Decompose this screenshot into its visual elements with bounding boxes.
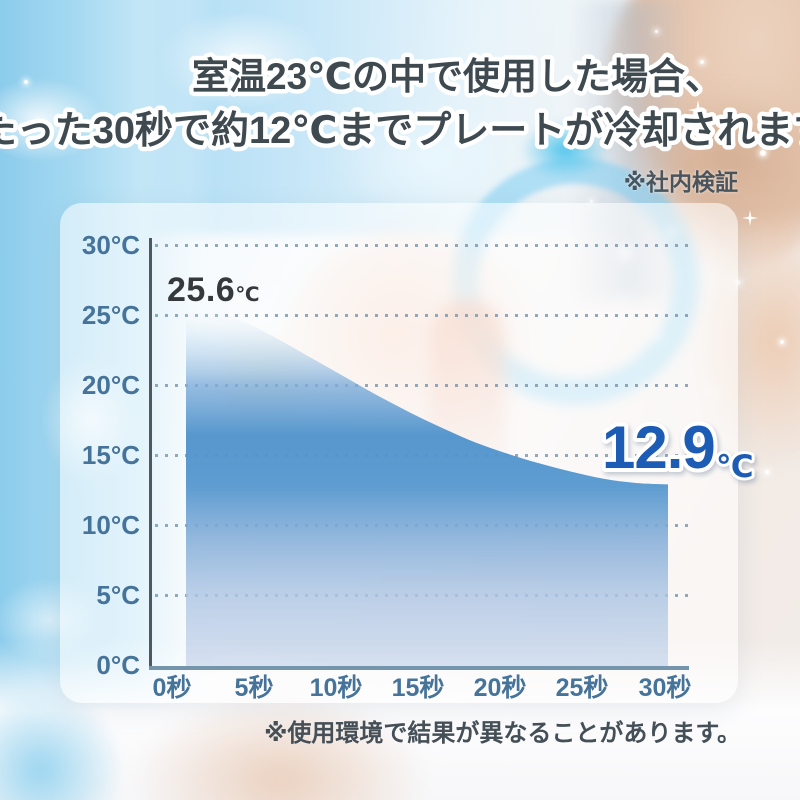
headline-line-1: 室温23℃の中で使用した場合、	[192, 55, 722, 97]
x-tick-5s: 5秒	[234, 674, 274, 702]
gridline-20c	[155, 384, 688, 387]
chart-panel	[60, 203, 738, 703]
x-tick-30s: 30秒	[638, 674, 692, 702]
disclaimer-note: ※使用環境で結果が異なることがあります。	[264, 720, 741, 747]
start-temperature-value: 25.6	[167, 271, 236, 309]
start-temperature-label: 25.6℃	[167, 271, 259, 310]
sparkle	[655, 30, 658, 33]
y-tick-30c: 30°C	[81, 230, 140, 260]
y-tick-20c: 20°C	[81, 370, 140, 400]
verification-note: ※社内検証	[623, 169, 738, 195]
y-tick-25c: 25°C	[81, 300, 140, 330]
gridline-30c	[155, 244, 688, 247]
gridline-10c	[155, 524, 688, 527]
sparkle	[24, 80, 28, 84]
cooling-device-highlight	[520, 120, 610, 180]
gridline-5c	[155, 594, 688, 597]
y-tick-10c: 10°C	[81, 510, 140, 540]
sparkle	[640, 120, 645, 125]
y-tick-0c: 0°C	[96, 650, 140, 680]
headline: 室温23℃の中で使用した場合、 たった30秒で約12℃までプレートが冷却されます	[0, 51, 800, 157]
gridline-15c	[155, 454, 688, 457]
start-temperature-unit: ℃	[235, 284, 260, 306]
x-axis-line	[149, 666, 689, 670]
x-tick-15s: 15秒	[391, 674, 445, 702]
sparkle	[590, 200, 593, 203]
x-tick-20s: 20秒	[473, 674, 527, 702]
y-tick-15c: 15°C	[81, 440, 140, 470]
headline-line-2: たった30秒で約12℃までプレートが冷却されます	[0, 110, 800, 152]
x-tick-25s: 25秒	[555, 674, 609, 702]
sparkle	[700, 60, 704, 64]
x-tick-0s: 0秒	[152, 674, 192, 702]
sparkle	[780, 340, 784, 344]
y-axis-line	[149, 238, 152, 669]
x-tick-10s: 10秒	[309, 674, 363, 702]
sparkle	[765, 470, 769, 474]
sparkle	[760, 150, 766, 156]
gridline-25c	[155, 314, 688, 317]
y-tick-5c: 5°C	[96, 580, 140, 610]
